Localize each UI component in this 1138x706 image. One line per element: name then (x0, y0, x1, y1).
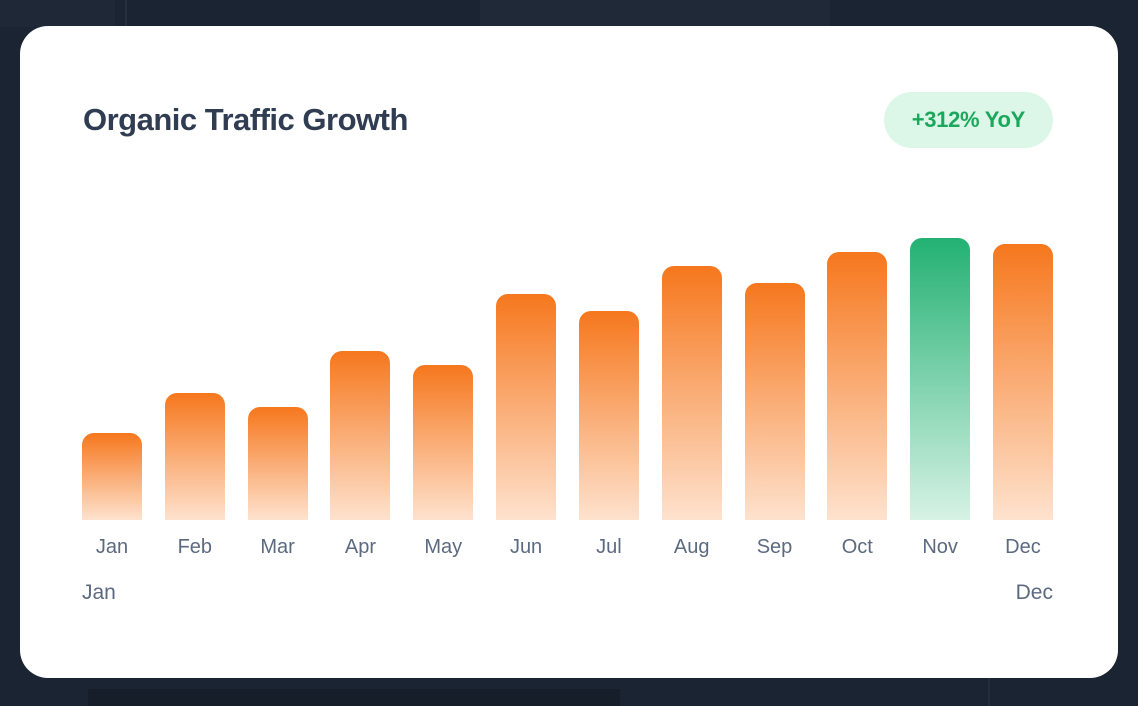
bar-jan (82, 432, 142, 520)
x-axis-label-jul: Jul (596, 536, 622, 558)
x-axis-label-mar: Mar (260, 536, 295, 558)
bar-chart: Jan Feb Mar Apr May Jun Jul Aug Sep Oct Nov Dec Jan… (82, 238, 1053, 605)
background-decoration (125, 0, 127, 27)
x-axis-label-aug: Aug (673, 536, 710, 558)
x-axis-start-label: Jan (82, 581, 116, 604)
x-axis-labels: Jan Feb Mar Apr May Jun Jul Aug Sep Oct Nov Dec (82, 536, 1053, 559)
bar-aug (661, 266, 722, 520)
x-axis-label-nov: Nov (922, 536, 958, 558)
bar-dec (992, 243, 1053, 520)
background-decoration (480, 0, 830, 27)
bar-group (82, 238, 1053, 520)
x-axis-label-may: May (424, 536, 463, 558)
card-header: Organic Traffic Growth +312% YoY (83, 92, 1053, 148)
bar-jun (496, 294, 557, 520)
traffic-growth-card: Organic Traffic Growth +312% YoY Jan Feb M… (20, 26, 1118, 678)
bar-oct (827, 252, 888, 520)
bar-may (413, 364, 474, 520)
x-axis-label-apr: Apr (344, 536, 376, 558)
yoy-growth-badge: +312% YoY (883, 92, 1053, 148)
x-axis-label-jun: Jun (509, 536, 543, 558)
x-axis-label-feb: Feb (177, 536, 213, 558)
x-axis-label-dec: Dec (1005, 536, 1041, 558)
background-decoration (88, 689, 620, 706)
x-axis-end-label: Dec (1015, 581, 1053, 604)
page-title: Organic Traffic Growth (83, 102, 408, 137)
x-axis-label-jan: Jan (95, 536, 129, 558)
bar-jul (578, 311, 639, 520)
bar-feb (164, 393, 225, 520)
background-decoration (988, 678, 990, 706)
background-decoration (0, 0, 115, 27)
bar-mar (247, 407, 308, 520)
x-axis-range-labels: Jan Dec (82, 581, 1053, 605)
x-axis-label-sep: Sep (756, 536, 793, 558)
bar-apr (330, 350, 391, 520)
bar-nov (910, 238, 971, 520)
bar-sep (744, 283, 805, 520)
x-axis-label-oct: Oct (841, 536, 873, 558)
